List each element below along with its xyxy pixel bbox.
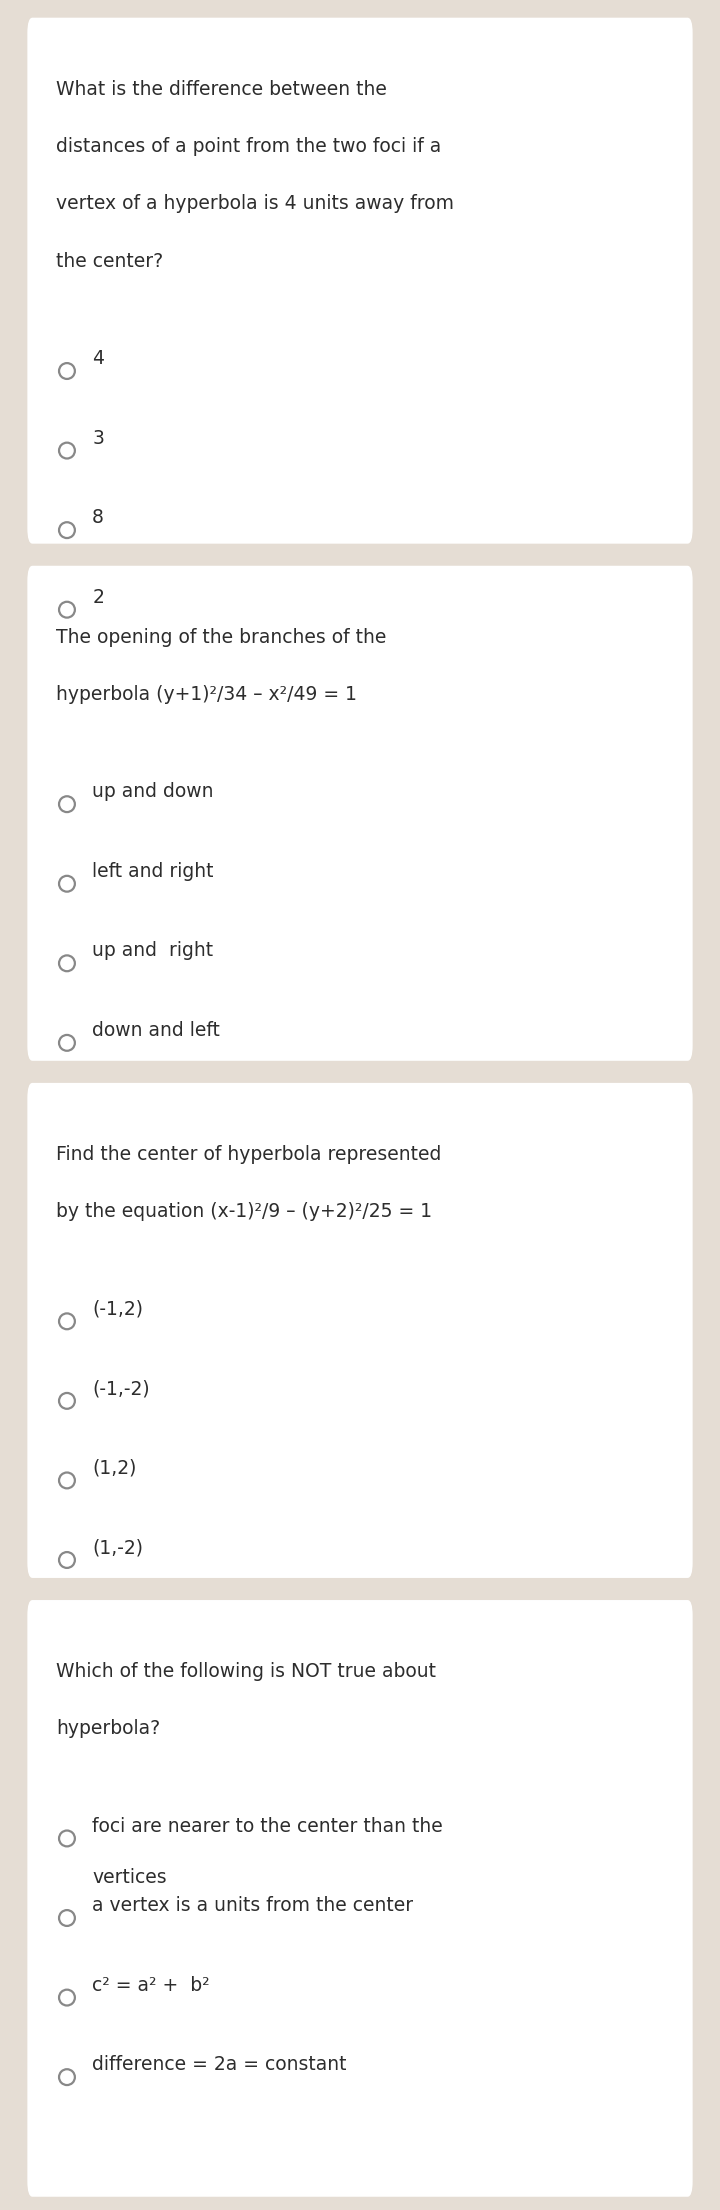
Text: left and right: left and right: [92, 862, 214, 882]
FancyBboxPatch shape: [27, 18, 693, 544]
Text: Which of the following is NOT true about: Which of the following is NOT true about: [56, 1662, 436, 1682]
Text: hyperbola (y+1)²/34 – x²/49 = 1: hyperbola (y+1)²/34 – x²/49 = 1: [56, 685, 357, 705]
Text: 2: 2: [92, 588, 104, 608]
Text: down and left: down and left: [92, 1021, 220, 1041]
Text: c² = a² +  b²: c² = a² + b²: [92, 1976, 210, 1996]
Text: 3: 3: [92, 429, 104, 449]
Text: 8: 8: [92, 508, 104, 528]
Text: 4: 4: [92, 349, 104, 369]
FancyBboxPatch shape: [27, 1600, 693, 2197]
Text: up and down: up and down: [92, 782, 214, 802]
Text: by the equation (x-1)²/9 – (y+2)²/25 = 1: by the equation (x-1)²/9 – (y+2)²/25 = 1: [56, 1202, 432, 1222]
Text: up and  right: up and right: [92, 941, 213, 961]
Text: vertex of a hyperbola is 4 units away from: vertex of a hyperbola is 4 units away fr…: [56, 194, 454, 214]
FancyBboxPatch shape: [27, 566, 693, 1061]
Text: hyperbola?: hyperbola?: [56, 1719, 161, 1739]
Text: difference = 2a = constant: difference = 2a = constant: [92, 2055, 346, 2075]
Text: What is the difference between the: What is the difference between the: [56, 80, 387, 99]
Text: (-1,-2): (-1,-2): [92, 1379, 150, 1399]
Text: (1,-2): (1,-2): [92, 1538, 143, 1558]
Text: (-1,2): (-1,2): [92, 1299, 143, 1319]
Text: (1,2): (1,2): [92, 1459, 137, 1478]
Text: foci are nearer to the center than the: foci are nearer to the center than the: [92, 1817, 443, 1837]
Text: distances of a point from the two foci if a: distances of a point from the two foci i…: [56, 137, 441, 157]
Text: a vertex is a units from the center: a vertex is a units from the center: [92, 1896, 413, 1916]
Text: The opening of the branches of the: The opening of the branches of the: [56, 628, 387, 648]
FancyBboxPatch shape: [27, 1083, 693, 1578]
Text: Find the center of hyperbola represented: Find the center of hyperbola represented: [56, 1145, 441, 1165]
Text: the center?: the center?: [56, 252, 163, 272]
Text: vertices: vertices: [92, 1867, 167, 1887]
